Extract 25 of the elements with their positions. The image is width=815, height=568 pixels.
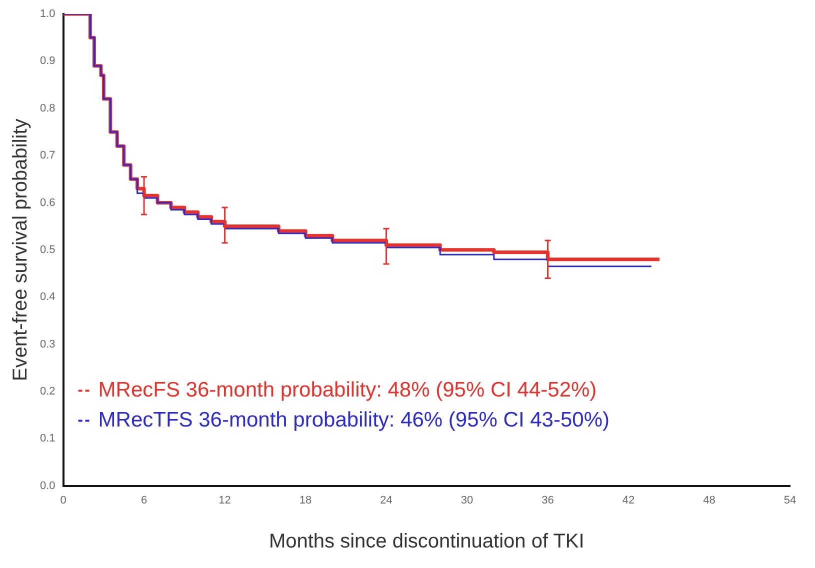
x-tick-label: 42	[622, 494, 635, 506]
x-tick-label: 0	[60, 494, 66, 506]
x-tick-label: 48	[703, 494, 716, 506]
y-tick-label: 0.1	[40, 432, 56, 445]
y-tick-label: 0.8	[40, 102, 56, 114]
x-tick-label: 36	[542, 494, 554, 506]
x-tick-label: 12	[218, 494, 231, 506]
y-tick-label: 1.0	[40, 8, 56, 20]
y-tick-label: 0.7	[40, 150, 56, 162]
y-tick-label: 0.3	[40, 338, 56, 350]
y-tick-label: 0.2	[40, 385, 56, 398]
x-tick-label: 30	[460, 494, 474, 506]
y-tick-label: 0.0	[40, 480, 56, 492]
x-tick-label: 6	[140, 494, 148, 506]
y-tick-label: 0.5	[40, 244, 56, 256]
y-axis-title: Event-free survival probability	[10, 118, 32, 382]
legend-label: MRecTFS 36-month probability: 46% (95% CI 43-50%)	[98, 408, 610, 432]
x-tick-label: 24	[380, 494, 392, 506]
y-tick-label: 0.4	[40, 291, 56, 304]
y-tick-label: 0.6	[40, 196, 56, 209]
x-tick-label: 54	[784, 494, 796, 506]
x-axis-title: Months since discontinuation of TKI	[268, 530, 584, 553]
legend-label: MRecFS 36-month probability: 48% (95% CI 44-52%)	[98, 378, 597, 402]
y-tick-label: 0.9	[40, 55, 56, 68]
x-tick-label: 18	[299, 494, 312, 506]
